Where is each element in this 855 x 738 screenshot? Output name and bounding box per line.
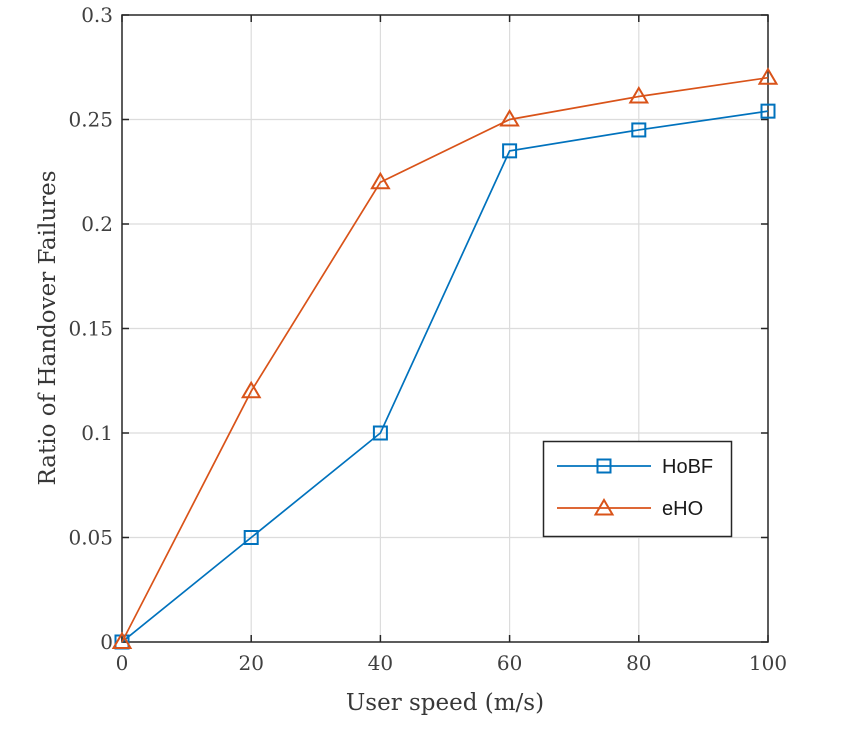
x-tick-label: 100: [749, 651, 787, 675]
legend-entry-eho: eHO: [557, 498, 703, 520]
x-tick-label: 80: [626, 651, 651, 675]
legend-marker-triangle-icon: [593, 498, 615, 516]
y-tick-labels: 0 0.05 0.1 0.15 0.2 0.25 0.3: [68, 3, 113, 654]
series-line-eho: [121, 76, 769, 643]
legend-label-hobf: HoBF: [662, 456, 713, 478]
y-tick-label: 0: [100, 630, 113, 654]
marker-triangle-icon: [757, 67, 779, 85]
marker-square-icon: [631, 122, 647, 138]
x-axis-label: User speed (m/s): [346, 690, 544, 716]
marker-triangle-icon: [240, 380, 262, 399]
marker-square-icon: [502, 143, 518, 159]
legend-box: [542, 440, 733, 538]
x-tick-label: 40: [368, 651, 393, 675]
marker-triangle-icon: [370, 171, 391, 190]
legend: HoBF eHO: [542, 440, 733, 538]
marker-triangle-icon: [499, 109, 520, 127]
y-tick-label: 0.2: [81, 212, 113, 236]
series-line-hobf: [121, 110, 769, 643]
y-tick-label: 0.25: [68, 108, 113, 132]
marker-square-icon: [760, 103, 776, 119]
marker-triangle-icon: [628, 86, 650, 104]
series-group: [111, 67, 779, 650]
marker-square-icon: [372, 425, 388, 441]
gridlines: [122, 15, 768, 642]
y-tick-label: 0.3: [81, 3, 113, 27]
y-tick-label: 0.15: [68, 317, 113, 341]
x-tick-labels: 0 20 40 60 80 100: [116, 651, 787, 675]
y-axis-label: Ratio of Handover Failures: [35, 170, 61, 485]
legend-marker-square-icon: [596, 458, 612, 474]
x-tick-label: 60: [497, 651, 522, 675]
legend-entry-hobf: HoBF: [557, 456, 713, 478]
legend-label-eho: eHO: [662, 498, 703, 520]
y-tick-label: 0.1: [81, 421, 113, 445]
x-tick-label: 20: [238, 651, 263, 675]
marker-triangle-icon: [111, 631, 133, 649]
y-tick-label: 0.05: [68, 526, 113, 550]
x-tick-label: 0: [116, 651, 129, 675]
marker-square-icon: [243, 530, 259, 545]
